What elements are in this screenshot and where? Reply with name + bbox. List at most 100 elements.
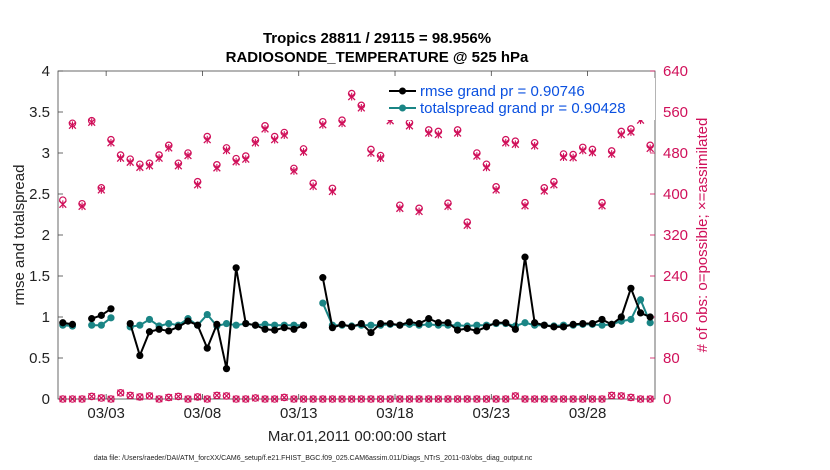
obs-low-stroke xyxy=(251,394,260,402)
obs-low-assimilated-marker xyxy=(559,395,568,403)
obs-assimilated-marker xyxy=(559,153,568,161)
series-point-totalspread xyxy=(473,321,481,329)
obs-low-stroke xyxy=(405,395,414,403)
x-tick-label: 03/03 xyxy=(87,405,125,422)
x-axis-label: Mar.01,2011 00:00:00 start xyxy=(268,428,447,445)
legend-label-rmse: rmse grand pr = 0.90746 xyxy=(420,83,585,100)
obs-low-stroke xyxy=(107,395,115,403)
obs-low-assimilated-marker xyxy=(579,395,587,403)
y-tick-label-right: 400 xyxy=(663,186,688,203)
obs-low-possible-marker xyxy=(501,395,510,403)
y-tick-label: 3 xyxy=(42,145,50,162)
series-point-rmse xyxy=(627,284,635,292)
obs-assimilated-marker xyxy=(550,180,558,189)
obs-low-possible-marker xyxy=(636,395,645,403)
obs-low-assimilated-marker xyxy=(232,395,240,403)
obs-low-assimilated-marker xyxy=(88,392,96,401)
y-tick-label: 3.5 xyxy=(29,104,50,121)
obs-low-stroke xyxy=(136,393,144,401)
obs-count-series xyxy=(58,89,655,403)
obs-low-stroke xyxy=(367,395,375,403)
obs-low-stroke xyxy=(280,393,288,402)
obs-low-possible-marker xyxy=(473,395,481,403)
series-point-rmse xyxy=(415,319,423,328)
series-point-rmse xyxy=(271,326,279,334)
series-point-rmse xyxy=(319,274,327,282)
obs-low-possible-marker xyxy=(347,395,356,403)
obs-low-possible-marker xyxy=(444,395,452,403)
obs-assimilated-marker xyxy=(578,146,587,155)
obs-low-possible-marker xyxy=(97,394,106,402)
obs-low-assimilated-marker xyxy=(116,389,125,397)
y-tick-label: 2 xyxy=(42,227,50,244)
obs-low-stroke xyxy=(88,392,96,401)
obs-low-stroke xyxy=(376,395,385,403)
obs-low-possible-marker xyxy=(126,391,135,400)
obs-low-stroke xyxy=(348,395,356,403)
obs-assimilated-marker xyxy=(126,158,135,167)
obs-low-assimilated-marker xyxy=(309,395,317,403)
obs-low-assimilated-marker xyxy=(434,395,442,403)
obs-low-possible-marker xyxy=(193,393,202,401)
obs-low-assimilated-marker xyxy=(348,395,356,403)
y-tick-label: 2.5 xyxy=(29,186,50,203)
obs-assimilated-marker xyxy=(270,135,279,144)
series-point-rmse xyxy=(213,320,221,328)
obs-low-assimilated-marker xyxy=(598,395,606,403)
obs-low-stroke xyxy=(203,395,211,403)
obs-low-stroke xyxy=(550,395,558,403)
obs-low-possible-marker xyxy=(357,395,366,403)
obs-low-stroke xyxy=(627,393,635,402)
obs-low-stroke xyxy=(213,391,221,400)
obs-low-assimilated-marker xyxy=(540,395,548,403)
obs-assimilated-marker xyxy=(261,125,269,133)
obs-low-stroke xyxy=(608,391,616,400)
obs-low-assimilated-marker xyxy=(319,395,327,403)
series-point-rmse xyxy=(328,324,337,332)
obs-low-stroke xyxy=(290,395,298,403)
series-point-rmse xyxy=(492,319,500,327)
series-point-rmse xyxy=(386,319,394,328)
y-axis-right: 0 80 160 240 320 400 480 560 640 xyxy=(650,63,688,408)
obs-low-stroke xyxy=(453,395,462,403)
obs-low-assimilated-marker xyxy=(502,395,510,403)
series-point-totalspread xyxy=(367,321,375,329)
x-tick-label: 03/23 xyxy=(473,405,511,422)
obs-assimilated-marker xyxy=(395,204,404,213)
obs-assimilated-marker xyxy=(646,144,655,153)
obs-low-assimilated-marker xyxy=(463,395,471,403)
series-point-rmse xyxy=(550,323,558,331)
obs-low-stroke xyxy=(299,395,308,403)
obs-low-assimilated-marker xyxy=(415,395,423,403)
series-point-totalspread xyxy=(203,310,211,319)
obs-low-possible-marker xyxy=(607,391,616,400)
obs-low-assimilated-marker xyxy=(174,392,182,401)
obs-low-stroke xyxy=(145,392,154,400)
obs-assimilated-marker xyxy=(116,154,125,163)
obs-assimilated-marker xyxy=(213,163,221,172)
series-point-rmse xyxy=(348,323,356,331)
series-point-totalspread xyxy=(222,319,231,328)
series-point-rmse xyxy=(126,319,134,328)
obs-low-assimilated-marker xyxy=(155,395,163,403)
obs-low-stroke xyxy=(434,395,442,403)
obs-low-assimilated-marker xyxy=(136,393,144,401)
series-point-rmse xyxy=(598,315,606,324)
obs-low-assimilated-marker xyxy=(290,395,298,403)
obs-assimilated-marker xyxy=(193,180,202,189)
obs-low-assimilated-marker xyxy=(251,394,260,402)
series-point-rmse xyxy=(174,323,182,331)
series-point-rmse xyxy=(376,319,385,328)
series-point-totalspread xyxy=(636,296,645,304)
y-tick-label: 0 xyxy=(42,391,50,408)
obs-low-possible-marker xyxy=(116,389,125,397)
y-axis-label-right: # of obs: o=possible; ×=assimilated xyxy=(694,118,711,353)
series-point-rmse xyxy=(155,325,163,333)
series-point-rmse xyxy=(97,311,105,319)
series-point-totalspread xyxy=(646,319,654,327)
series-point-rmse xyxy=(608,320,616,328)
obs-low-assimilated-marker xyxy=(261,395,269,403)
obs-assimilated-marker xyxy=(357,104,366,112)
obs-low-possible-marker xyxy=(328,395,337,403)
obs-low-stroke xyxy=(126,391,134,400)
